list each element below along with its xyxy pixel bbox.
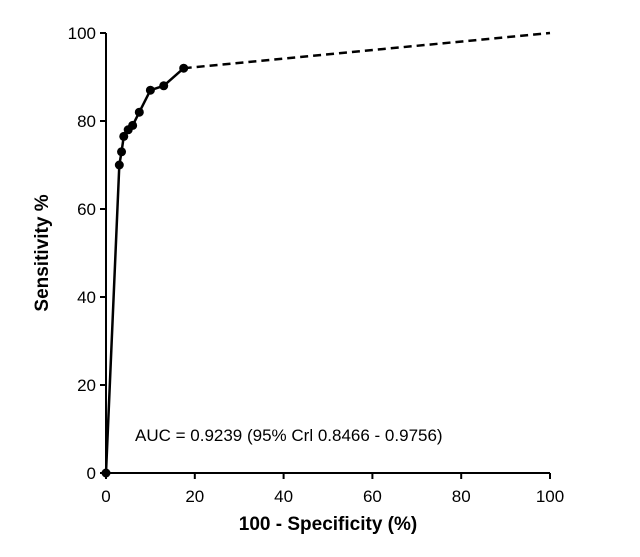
roc-curve: [104, 31, 551, 474]
y-axis-title: Sensitivity %: [32, 194, 53, 311]
y-tick-label: 0: [87, 464, 96, 483]
y-tick-label: 40: [77, 288, 96, 307]
roc-data-point: [114, 160, 124, 170]
y-axis-ticks: 0 20 40 60 80 100: [68, 24, 106, 483]
x-axis-title: 100 - Specificity (%): [239, 514, 417, 535]
x-tick-label: 80: [452, 487, 471, 506]
y-tick-label: 60: [77, 200, 96, 219]
x-axis-ticks: 0 20 40 60 80 100: [101, 473, 564, 506]
roc-solid-segment: [104, 67, 185, 474]
plot-axes: [105, 33, 550, 474]
roc-data-point: [119, 131, 129, 141]
roc-data-point: [101, 468, 111, 478]
x-tick-label: 40: [274, 487, 293, 506]
y-tick-label: 80: [77, 112, 96, 131]
roc-dashed-segment: [183, 31, 551, 70]
auc-annotation: AUC = 0.9239 (95% Crl 0.8466 - 0.9756): [135, 426, 443, 445]
roc-data-point: [179, 63, 189, 73]
roc-data-point: [145, 85, 155, 95]
roc-markers: [101, 63, 189, 478]
roc-data-point: [117, 147, 127, 157]
y-tick-label: 20: [77, 376, 96, 395]
x-tick-label: 20: [185, 487, 204, 506]
x-tick-label: 0: [101, 487, 110, 506]
roc-data-point: [159, 81, 169, 91]
x-tick-label: 100: [536, 487, 564, 506]
y-tick-label: 100: [68, 24, 96, 43]
roc-data-point: [134, 107, 144, 117]
roc-data-point: [128, 120, 138, 130]
x-tick-label: 60: [363, 487, 382, 506]
